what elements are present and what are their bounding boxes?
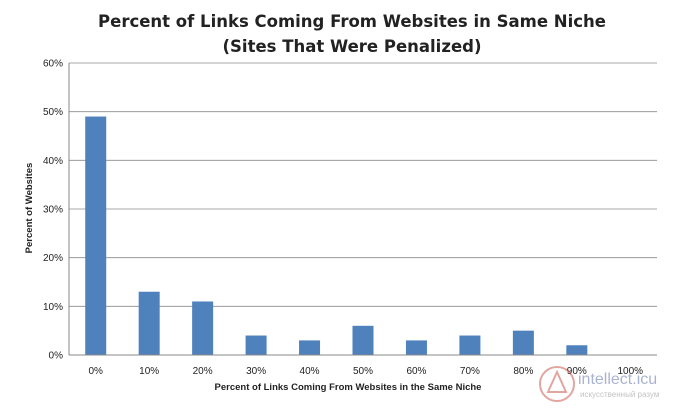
bar-90pct xyxy=(566,345,588,355)
watermark-logo: intellect.icu искусственный разум xyxy=(539,366,659,402)
bar-0pct xyxy=(85,116,107,356)
bar-10pct xyxy=(138,291,160,355)
x-tick-label: 60% xyxy=(406,366,426,377)
x-tick-label: 10% xyxy=(139,366,159,377)
x-tick-label: 70% xyxy=(460,366,480,377)
y-tick-label: 60% xyxy=(43,59,63,70)
x-tick-label: 50% xyxy=(353,366,373,377)
bars xyxy=(85,116,588,356)
y-axis-tick-labels: 0% 10% 20% 30% 40% 50% 60% xyxy=(43,59,63,362)
chart-subtitle: (Sites That Were Penalized) xyxy=(223,37,482,56)
x-tick-label: 100% xyxy=(617,366,643,377)
x-axis-tick-labels: 0% 10% 20% 30% 40% 50% 60% 70% 80% 90% 100% xyxy=(89,366,644,377)
y-tick-label: 10% xyxy=(43,302,63,313)
y-tick-label: 50% xyxy=(43,107,63,118)
bar-70pct xyxy=(459,335,481,355)
y-axis-title: Percent of Websites xyxy=(24,163,35,254)
y-tick-label: 30% xyxy=(43,205,63,216)
x-tick-label: 90% xyxy=(567,366,587,377)
watermark-text: intellect.icu xyxy=(578,371,657,388)
y-tick-label: 40% xyxy=(43,156,63,167)
watermark-subtext: искусственный разум xyxy=(580,390,659,399)
bar-30pct xyxy=(245,335,267,355)
x-tick-label: 0% xyxy=(89,366,104,377)
bar-50pct xyxy=(352,325,374,355)
x-tick-label: 40% xyxy=(300,366,320,377)
bar-40pct xyxy=(299,340,321,355)
x-axis-title: Percent of Links Coming From Websites in… xyxy=(215,382,482,393)
bar-20pct xyxy=(192,301,214,355)
bar-80pct xyxy=(512,330,534,355)
x-tick-label: 20% xyxy=(193,366,213,377)
bar-60pct xyxy=(405,340,427,355)
x-tick-label: 80% xyxy=(513,366,533,377)
gridlines xyxy=(69,62,657,307)
y-tick-label: 0% xyxy=(49,351,64,362)
y-tick-label: 20% xyxy=(43,253,63,264)
x-tick-label: 30% xyxy=(246,366,266,377)
chart-title: Percent of Links Coming From Websites in… xyxy=(98,12,606,31)
